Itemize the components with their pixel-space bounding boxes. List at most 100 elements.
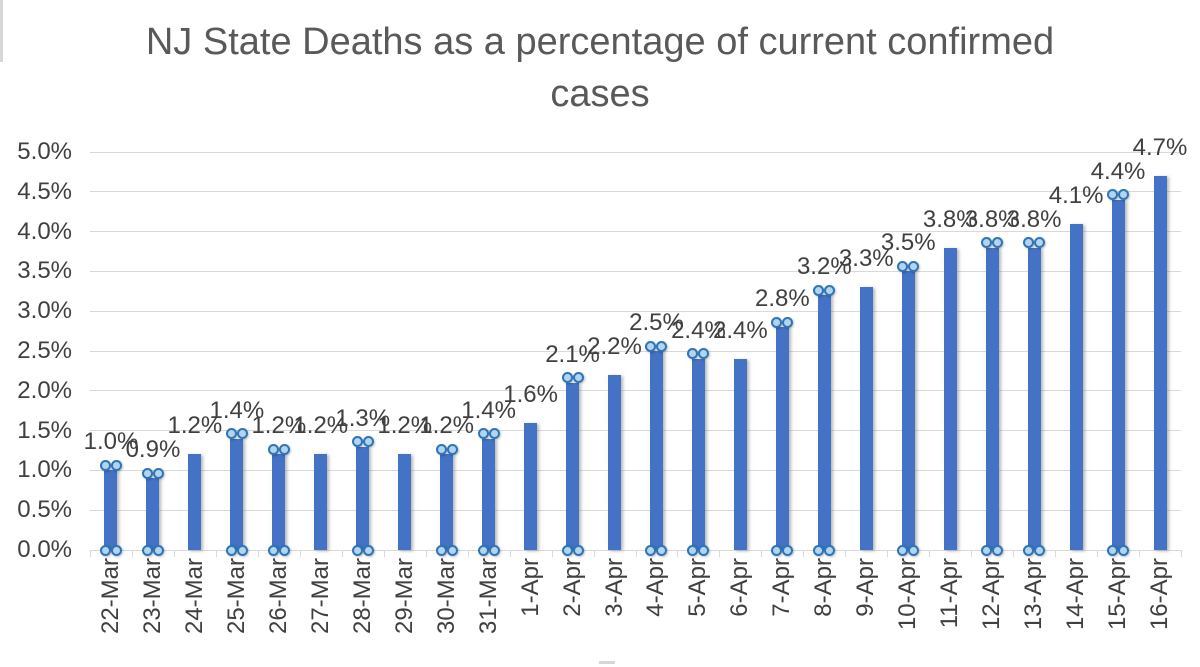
y-axis-label: 5.0% [17, 138, 72, 165]
x-axis-label: 2-Apr [558, 558, 586, 617]
axis-tick [677, 550, 679, 557]
gridline [90, 270, 1181, 272]
axis-tick [593, 550, 595, 557]
data-label: 3.5% [880, 229, 936, 257]
point-marker-icon [782, 544, 794, 556]
point-marker-icon [908, 544, 920, 556]
point-marker-icon [1107, 189, 1119, 201]
point-marker-icon [897, 260, 909, 272]
point-marker-icon [1118, 189, 1130, 201]
bar [356, 446, 370, 550]
bar [230, 438, 244, 550]
data-label: 4.7% [1132, 133, 1188, 161]
point-marker-icon [488, 544, 500, 556]
point-marker-icon [813, 544, 825, 556]
axis-tick [761, 550, 763, 557]
point-marker-icon [645, 340, 657, 352]
x-axis-label: 13-Apr [1020, 558, 1048, 631]
data-label: 1.2% [419, 412, 475, 440]
point-marker-icon [446, 443, 458, 455]
x-axis-label: 16-Apr [1146, 558, 1174, 631]
data-label: 1.2% [167, 412, 223, 440]
data-label: 3.8% [1006, 205, 1062, 233]
data-label: 3.8% [922, 205, 978, 233]
point-marker-icon [771, 544, 783, 556]
x-axis-label: 8-Apr [810, 558, 838, 617]
bar [1153, 175, 1167, 550]
point-marker-icon [687, 544, 699, 556]
data-label: 3.8% [964, 205, 1020, 233]
point-marker-icon [1034, 544, 1046, 556]
gridline [90, 509, 1181, 511]
bar [608, 374, 622, 550]
point-marker-icon [561, 372, 573, 384]
x-axis-label: 26-Mar [264, 558, 292, 635]
x-axis-label: 31-Mar [474, 558, 502, 635]
point-marker-icon [1107, 544, 1119, 556]
bar [188, 454, 202, 550]
point-marker-icon [1023, 237, 1035, 249]
data-label: 4.4% [1090, 157, 1146, 185]
point-marker-icon [908, 260, 920, 272]
data-label: 3.2% [796, 253, 852, 281]
point-marker-icon [656, 544, 668, 556]
y-axis-label: 0.0% [17, 536, 72, 563]
bar [1111, 199, 1125, 550]
bar [314, 454, 328, 550]
bar [985, 247, 999, 550]
point-marker-icon [267, 544, 279, 556]
point-marker-icon [572, 372, 584, 384]
point-marker-icon [362, 436, 374, 448]
axis-tick [635, 550, 637, 557]
data-label: 2.4% [671, 316, 726, 344]
data-label: 2.1% [545, 340, 600, 368]
point-marker-icon [992, 544, 1004, 556]
axis-tick [90, 550, 91, 557]
point-marker-icon [1118, 544, 1130, 556]
point-marker-icon [981, 544, 993, 556]
point-marker-icon [362, 544, 374, 556]
point-marker-icon [278, 544, 290, 556]
bar [398, 454, 412, 550]
gridline [90, 390, 1181, 392]
bar [943, 247, 957, 550]
point-marker-icon [782, 316, 794, 328]
y-axis-title-clipped [0, 0, 3, 62]
axis-tick [383, 550, 385, 557]
gridline [90, 191, 1181, 193]
point-marker-icon [435, 443, 447, 455]
data-label: 2.5% [629, 309, 684, 336]
y-axis-label: 2.0% [17, 376, 72, 404]
point-marker-icon [99, 459, 111, 471]
gridline [90, 430, 1181, 432]
axis-tick [1013, 550, 1015, 557]
point-marker-icon [99, 544, 111, 556]
point-marker-icon [110, 544, 122, 556]
axis-tick [845, 550, 847, 557]
axis-tick [215, 550, 217, 557]
data-label: 1.0% [83, 428, 139, 456]
point-marker-icon [141, 544, 153, 556]
point-marker-icon [824, 544, 836, 556]
axis-tick [425, 550, 427, 557]
point-marker-icon [981, 237, 993, 249]
bar [691, 358, 705, 550]
point-marker-icon [561, 544, 573, 556]
point-marker-icon [225, 428, 237, 440]
x-axis-label: 1-Apr [516, 558, 544, 617]
axis-tick [1139, 550, 1141, 557]
point-marker-icon [278, 443, 290, 455]
data-label: 2.4% [713, 316, 768, 344]
y-axis-label: 4.0% [17, 217, 72, 245]
data-label: 2.2% [587, 332, 642, 360]
point-marker-icon [992, 237, 1004, 249]
x-axis-title-clipped [599, 661, 615, 664]
x-axis-label: 23-Mar [138, 558, 166, 635]
y-axis-label: 1.5% [17, 416, 72, 444]
x-axis-label: 12-Apr [978, 558, 1006, 631]
x-axis-label: 4-Apr [642, 558, 670, 617]
point-marker-icon [687, 348, 699, 360]
point-marker-icon [897, 544, 909, 556]
point-marker-icon [351, 544, 363, 556]
point-marker-icon [225, 544, 237, 556]
